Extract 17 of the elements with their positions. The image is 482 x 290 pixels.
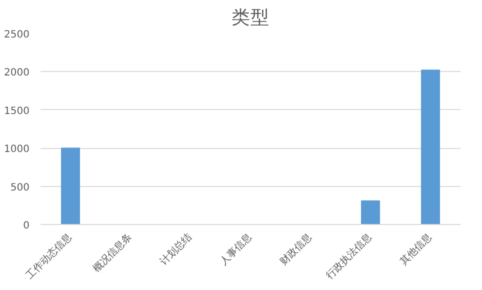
x-tick-label: 人事信息	[218, 230, 254, 268]
x-tick-label: 计划总结	[158, 230, 194, 268]
bar	[61, 148, 80, 224]
x-tick-label: 工作动态信息	[23, 230, 74, 282]
y-tick-label: 500	[10, 182, 30, 194]
x-tick-label: 财政信息	[278, 230, 314, 268]
y-tick-label: 1000	[4, 144, 30, 156]
y-tick-label: 0	[23, 220, 30, 232]
x-tick-label: 其他信息	[398, 230, 434, 268]
bar	[361, 200, 380, 224]
y-tick-label: 2500	[4, 30, 30, 40]
bar	[421, 70, 440, 224]
x-tick-label: 概况信息条	[90, 230, 134, 275]
y-tick-label: 1500	[4, 106, 30, 117]
y-tick-label: 2000	[4, 68, 30, 79]
x-tick-label: 行政执法信息	[323, 230, 374, 282]
chart-title: 类型	[232, 8, 270, 28]
